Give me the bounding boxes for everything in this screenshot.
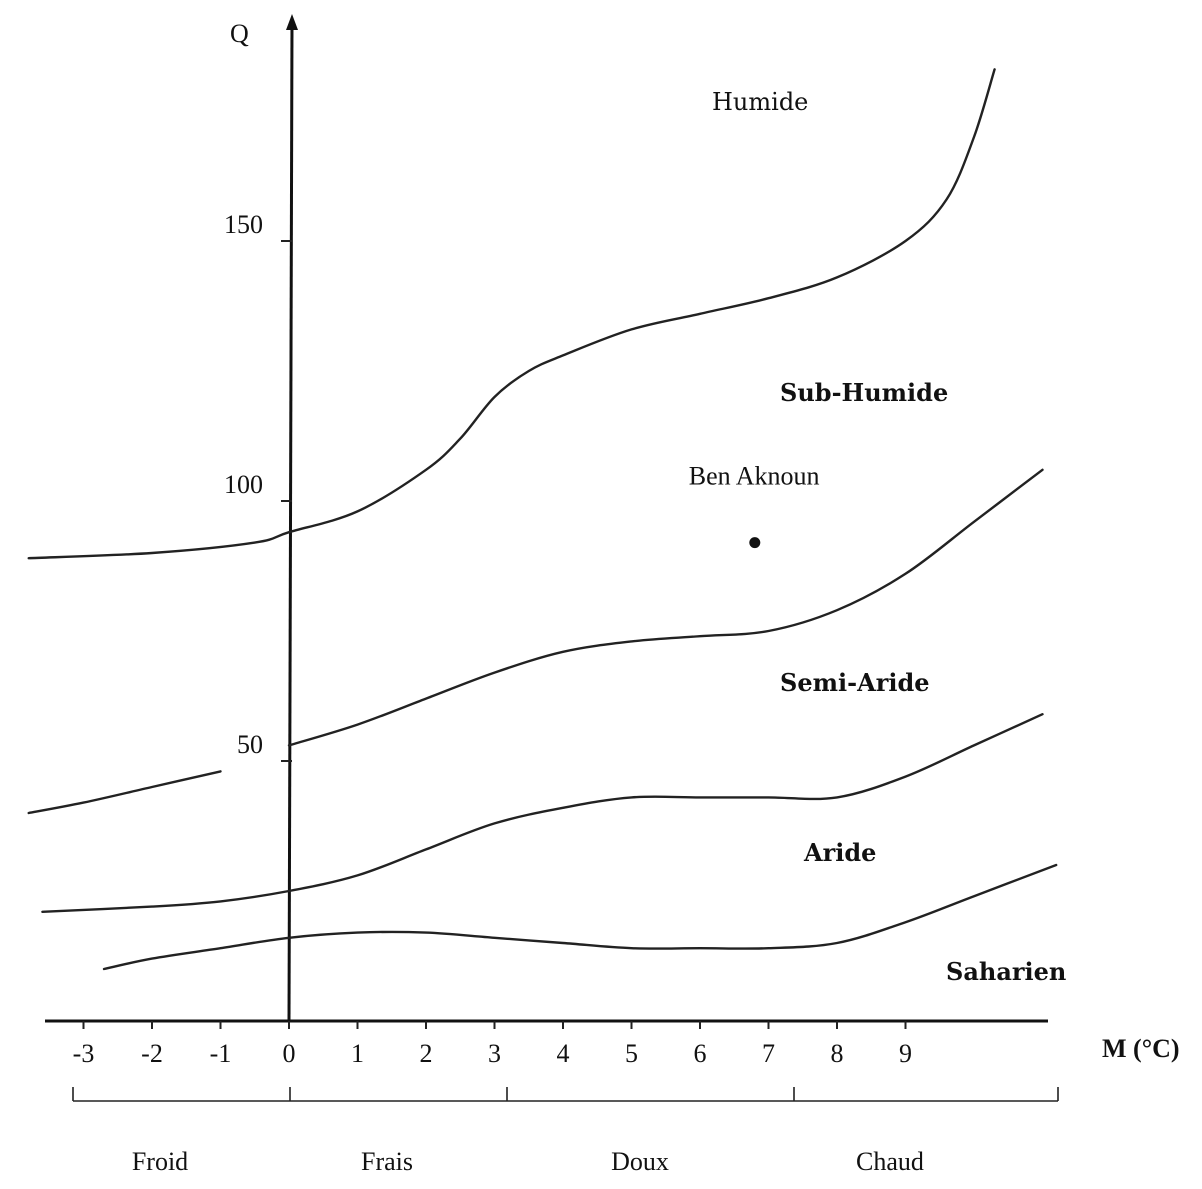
zone-label-humide: Humide (712, 88, 808, 116)
zone-label-sub-humide: Sub-Humide (780, 378, 948, 407)
x-tick-label: 6 (694, 1039, 707, 1068)
boundary-curve-2 (27, 770, 222, 815)
y-tick-label: 50 (237, 730, 263, 759)
y-axis (287, 21, 294, 1023)
y-ticks: 50 100 150 (224, 210, 292, 762)
zone-label-semi-aride: Semi-Aride (780, 668, 930, 697)
x-ticks: -3 -2 -1 0 1 2 3 4 5 6 7 8 9 (73, 1021, 912, 1068)
x-tick-label: 4 (557, 1039, 570, 1068)
zone-label-aride: Aride (803, 838, 876, 867)
y-tick-label: 150 (224, 210, 263, 239)
boundary-curve-3 (41, 713, 1044, 913)
x-tick-label: 8 (831, 1039, 844, 1068)
x-tick-label: 3 (488, 1039, 501, 1068)
boundary-curves (27, 68, 1058, 971)
boundary-curve-0 (27, 68, 996, 560)
station-point-ben-aknoun (749, 537, 761, 549)
class-label-frais: Frais (361, 1147, 413, 1176)
class-label-chaud: Chaud (856, 1147, 924, 1176)
boundary-curve-4 (102, 863, 1058, 971)
x-tick-label: -1 (210, 1039, 232, 1068)
x-tick-label: -2 (141, 1039, 163, 1068)
x-tick-label: 1 (351, 1039, 364, 1068)
x-tick-label: -3 (73, 1039, 95, 1068)
x-tick-label: 0 (283, 1039, 296, 1068)
y-axis-arrow (286, 14, 298, 30)
class-label-doux: Doux (611, 1147, 669, 1176)
x-tick-label: 2 (420, 1039, 433, 1068)
station-label: Ben Aknoun (689, 462, 820, 491)
bracket-line (72, 1087, 1059, 1102)
temperature-bracket: Froid Frais Doux Chaud (72, 1087, 1059, 1176)
y-tick-label: 100 (224, 470, 263, 499)
stations: Ben Aknoun (689, 462, 820, 549)
x-tick-label: 9 (899, 1039, 912, 1068)
class-label-froid: Froid (132, 1147, 188, 1176)
y-axis-label: Q (230, 19, 249, 48)
x-axis-label: M (°C) (1102, 1034, 1180, 1063)
boundary-curve-1 (287, 468, 1044, 747)
x-tick-label: 5 (625, 1039, 638, 1068)
x-tick-label: 7 (762, 1039, 775, 1068)
zone-label-saharien: Saharien (946, 957, 1066, 986)
